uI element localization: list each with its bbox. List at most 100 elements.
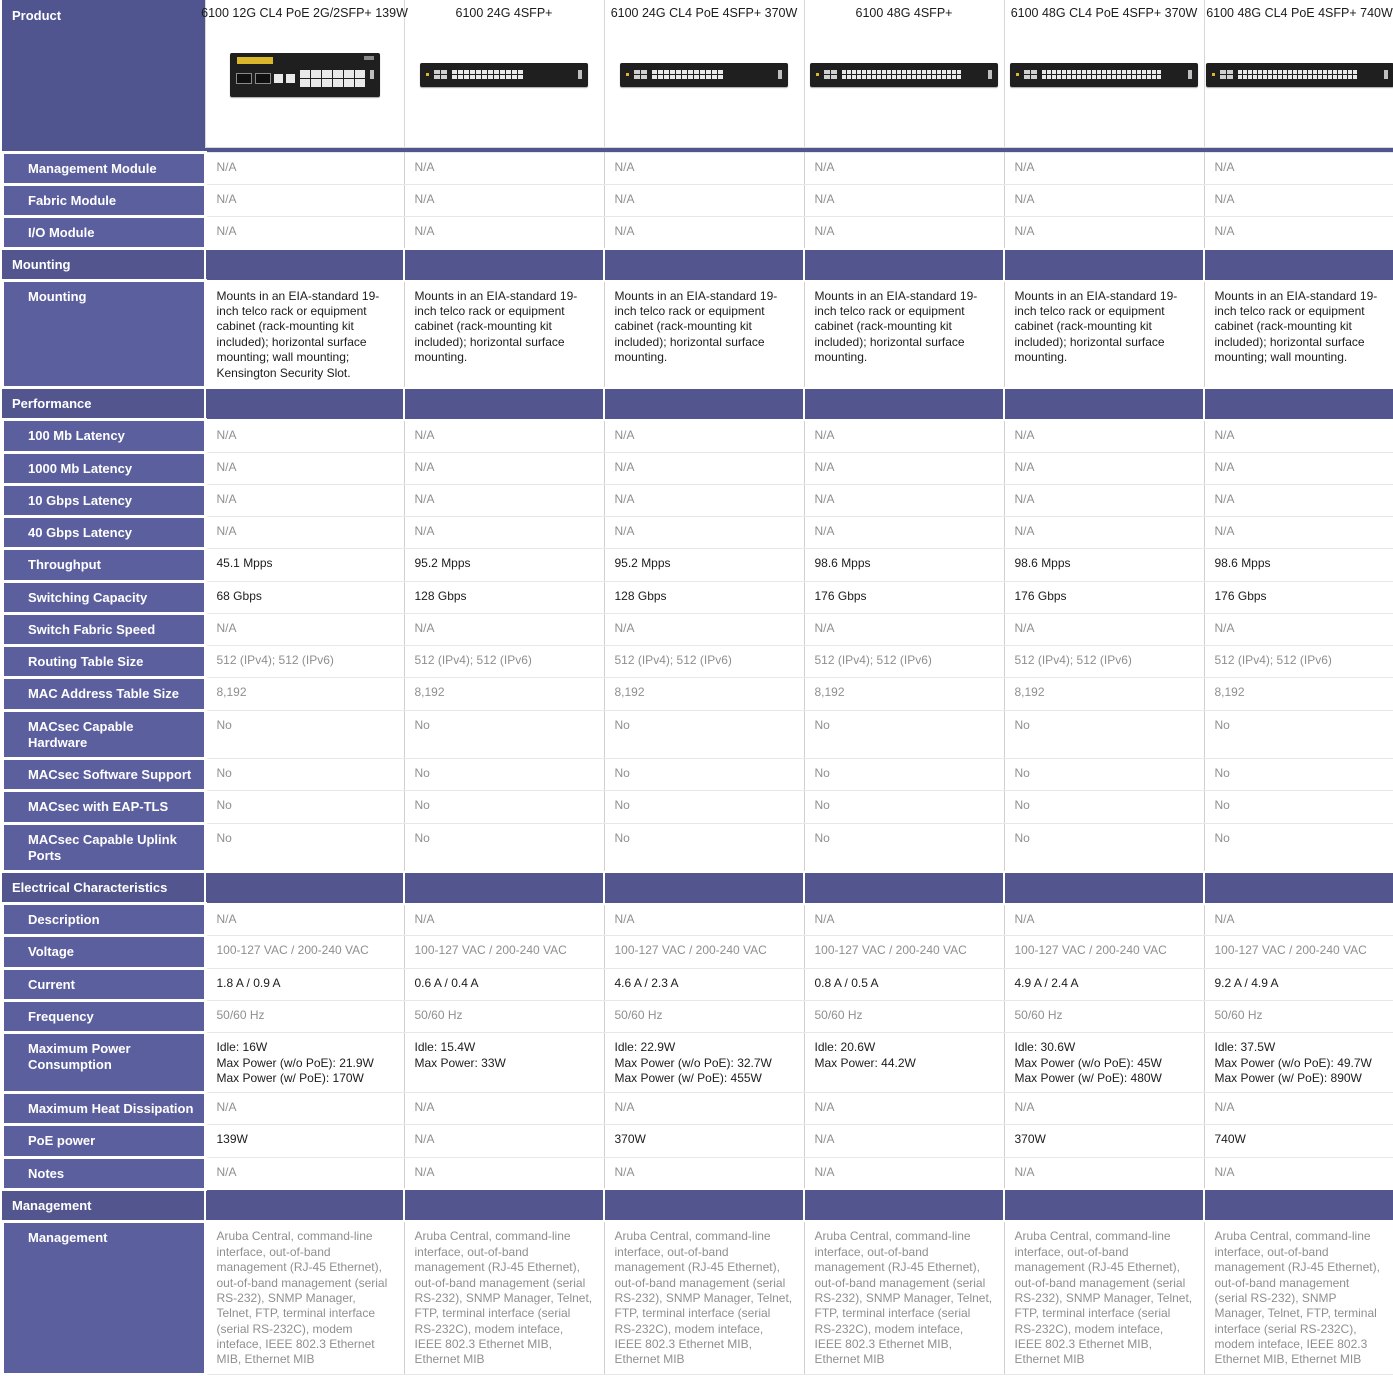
rj45-port-icon: [1288, 70, 1292, 74]
product-header-content: 6100 48G CL4 PoE 4SFP+ 740W: [1205, 0, 1393, 145]
product-name: 6100 12G CL4 PoE 2G/2SFP+ 139W: [201, 0, 408, 20]
spec-cell: N/A: [804, 452, 1004, 484]
rj45-port-icon: [676, 75, 681, 79]
spec-cell: N/A: [804, 613, 1004, 645]
rj45-port-icon: [1238, 70, 1242, 74]
rj45-port-icon: [947, 70, 951, 74]
sfp-port-icon: [236, 73, 252, 84]
uplink-ports-icon: [236, 73, 295, 84]
power-slot-icon: [370, 70, 374, 79]
section-fill: [1004, 1189, 1204, 1221]
spec-cell: 95.2 Mpps: [604, 549, 804, 581]
product-name: 6100 48G CL4 PoE 4SFP+ 740W: [1206, 0, 1393, 20]
spec-cell: 50/60 Hz: [404, 1000, 604, 1032]
rj45-port-icon: [311, 79, 321, 87]
product-name: 6100 48G CL4 PoE 4SFP+ 370W: [1011, 0, 1198, 20]
rj45-port-icon: [1238, 75, 1242, 79]
rj45-port-icon: [1303, 70, 1307, 74]
spec-cell: 50/60 Hz: [1004, 1000, 1204, 1032]
spec-cell: 8,192: [205, 678, 404, 710]
rj45-port-icon: [897, 70, 901, 74]
spec-cell: N/A: [404, 184, 604, 216]
spec-cell: N/A: [1204, 452, 1393, 484]
spec-cell: N/A: [1204, 517, 1393, 549]
rj45-port-icon: [862, 75, 866, 79]
spec-cell: 100-127 VAC / 200-240 VAC: [604, 936, 804, 968]
spec-cell: 128 Gbps: [404, 581, 604, 613]
rj45-port-icon: [1243, 70, 1247, 74]
rj45-port-icon: [476, 70, 481, 74]
rj45-port-icon: [1157, 75, 1161, 79]
rj45-port-icon: [1132, 70, 1136, 74]
spec-cell: No: [804, 791, 1004, 823]
rj45-port-icon: [1147, 70, 1151, 74]
row-label-frequency: Frequency: [2, 1000, 205, 1032]
spec-cell: No: [404, 710, 604, 759]
section-fill: [205, 388, 404, 420]
rj45-port-icon: [867, 70, 871, 74]
spec-cell: No: [604, 791, 804, 823]
rj45-port-icon: [1157, 70, 1161, 74]
rj45-port-icon: [470, 75, 475, 79]
rj45-port-icon: [300, 79, 310, 87]
spec-cell: N/A: [604, 452, 804, 484]
section-fill: [604, 388, 804, 420]
rj45-port-icon: [518, 70, 523, 74]
product-header-content: 6100 24G CL4 PoE 4SFP+ 370W: [605, 0, 804, 145]
row-label-management-module: Management Module: [2, 152, 205, 184]
sfp-port-icon: [441, 75, 447, 79]
spec-cell: N/A: [804, 1093, 1004, 1125]
product-image: [810, 20, 998, 145]
rj45-port-icon: [718, 75, 723, 79]
rj45-port-icon: [1142, 75, 1146, 79]
rj45-port-icon: [842, 75, 846, 79]
sfp-port-grid-icon: [434, 70, 447, 79]
section-fill: [205, 249, 404, 281]
spec-cell: 176 Gbps: [804, 581, 1004, 613]
spec-cell: 370W: [604, 1125, 804, 1157]
spec-cell: 100-127 VAC / 200-240 VAC: [404, 936, 604, 968]
spec-cell: N/A: [404, 1125, 604, 1157]
row-label-macsec-software-support: MACsec Software Support: [2, 759, 205, 791]
spec-cell: N/A: [604, 613, 804, 645]
rj45-port-icon: [488, 75, 493, 79]
switch-24-port-icon: [420, 63, 588, 87]
rj45-port-icon: [688, 75, 693, 79]
rj45-port-icon: [682, 70, 687, 74]
sfp-port-icon: [824, 70, 830, 74]
rj45-port-icon: [1353, 75, 1357, 79]
spec-cell: N/A: [1204, 904, 1393, 936]
rj45-port-icon: [664, 70, 669, 74]
spec-cell: N/A: [404, 1093, 604, 1125]
rj45-port-icon: [670, 70, 675, 74]
rj45-port-icon: [1072, 70, 1076, 74]
spec-cell: N/A: [205, 1093, 404, 1125]
switch-48-port-poe-icon: [1010, 63, 1198, 87]
rj45-port-icon: [1147, 75, 1151, 79]
sfp-port-icon: [1024, 70, 1030, 74]
rj45-port-icon: [1323, 70, 1327, 74]
rj45-port-icon: [482, 70, 487, 74]
spec-cell: 98.6 Mpps: [1204, 549, 1393, 581]
rj45-port-icon: [847, 70, 851, 74]
rj45-port-icon: [458, 75, 463, 79]
rj45-port-icon: [942, 70, 946, 74]
row-label-routing-table-size: Routing Table Size: [2, 646, 205, 678]
mgmt-port-icon: [286, 74, 295, 83]
rj45-port-icon: [1062, 70, 1066, 74]
rj45-port-icon: [1318, 70, 1322, 74]
spec-cell: Idle: 16W Max Power (w/o PoE): 21.9W Max…: [205, 1033, 404, 1093]
spec-cell: 50/60 Hz: [804, 1000, 1004, 1032]
product-image: [1206, 20, 1393, 145]
sfp-port-icon: [1220, 70, 1226, 74]
spec-cell: N/A: [604, 484, 804, 516]
rj45-port-icon: [937, 75, 941, 79]
